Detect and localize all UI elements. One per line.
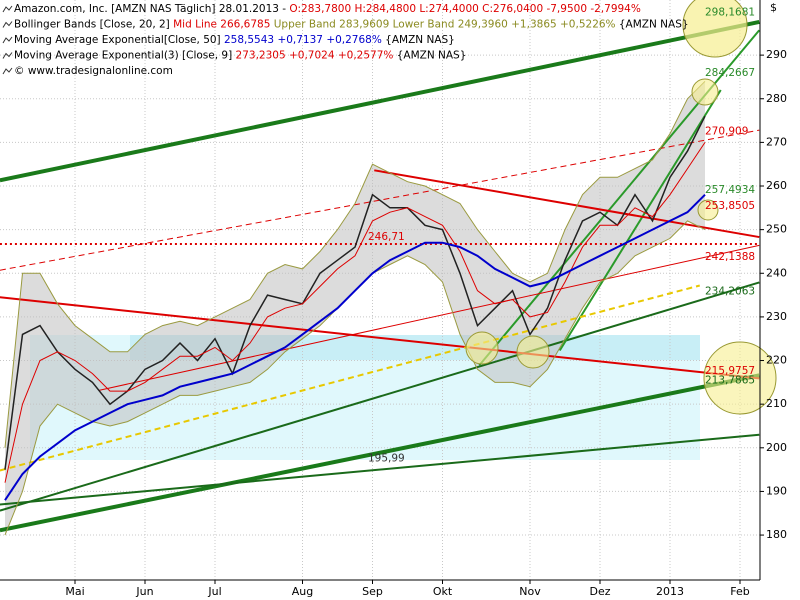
trend-line bbox=[0, 373, 760, 533]
price-label: 284,2667 bbox=[705, 67, 755, 79]
y-tick-label: 180 bbox=[766, 528, 787, 541]
series-line bbox=[4, 193, 706, 501]
legend-text: 273,2305 +0,7024 +0,2577% bbox=[236, 50, 397, 62]
legend-text: Moving Average Exponential[Close, 50] bbox=[14, 34, 224, 46]
trend-line bbox=[0, 296, 760, 380]
legend-icon bbox=[2, 21, 13, 28]
price-label: 215,9757 bbox=[705, 365, 755, 377]
x-tick-label: Okt bbox=[433, 585, 453, 598]
price-label: 246,71 bbox=[368, 231, 405, 243]
legend-text: Bollinger Bands [Close, 20, 2] bbox=[14, 19, 173, 31]
legend-text: {AMZN NAS} bbox=[385, 34, 455, 46]
legend-icon bbox=[2, 36, 13, 44]
y-tick-label: 210 bbox=[766, 397, 787, 410]
highlight-circle bbox=[697, 199, 719, 221]
legend-text: O:283,7800 H:284,4800 L:274,4000 C:276,0… bbox=[289, 3, 640, 15]
x-tick-label: Jul bbox=[207, 585, 221, 598]
legend-text: {AMZN NAS} bbox=[619, 19, 689, 31]
legend-icon bbox=[2, 5, 13, 13]
legend-text: 258,5543 +0,7137 +0,2768% bbox=[224, 34, 385, 46]
price-label: 213,7865 bbox=[705, 375, 755, 387]
legend-icon bbox=[2, 67, 13, 75]
legend-line: © www.tradesignalonline.com bbox=[14, 65, 173, 77]
y-tick-label: 250 bbox=[766, 223, 787, 236]
trend-line bbox=[0, 284, 701, 472]
legend-text: Upper Band 283,9609 Lower Band 249,3960 … bbox=[274, 19, 619, 31]
trend-line bbox=[0, 433, 760, 506]
series-line bbox=[4, 115, 706, 470]
band-fill bbox=[5, 81, 705, 536]
highlight-circle bbox=[703, 341, 777, 415]
legend-icon bbox=[2, 52, 13, 59]
legend-text: Moving Average Exponential(3) [Close, 9] bbox=[14, 50, 236, 62]
series-line bbox=[4, 142, 706, 483]
y-axis-label: $ bbox=[770, 1, 777, 14]
x-tick-label: Nov bbox=[519, 585, 541, 598]
legend-text: © www.tradesignalonline.com bbox=[14, 65, 173, 77]
price-label: 270,909 bbox=[705, 125, 748, 137]
highlight-circle bbox=[682, 0, 748, 58]
plot-area bbox=[0, 20, 760, 536]
legend-text: Amazon.com, Inc. [AMZN NAS Täglich] 28.0… bbox=[14, 3, 289, 15]
legend-text: Mid Line 266,6785 bbox=[173, 19, 274, 31]
trend-line bbox=[0, 129, 760, 271]
trend-line bbox=[0, 20, 760, 183]
price-label: 234,2063 bbox=[705, 286, 755, 298]
series-line bbox=[4, 80, 706, 448]
trend-line bbox=[558, 89, 722, 352]
annotations bbox=[465, 0, 777, 415]
highlight-circle bbox=[691, 78, 719, 106]
x-tick-label: 2013 bbox=[656, 585, 684, 598]
y-tick-label: 270 bbox=[766, 135, 787, 148]
price-label: 242,1388 bbox=[705, 251, 755, 263]
price-label: 253,8505 bbox=[705, 200, 755, 212]
y-tick-label: 260 bbox=[766, 179, 787, 192]
y-tick-label: 190 bbox=[766, 484, 787, 497]
x-tick-label: Aug bbox=[292, 585, 313, 598]
y-tick-label: 290 bbox=[766, 48, 787, 61]
y-tick-label: 220 bbox=[766, 354, 787, 367]
x-tick-label: Mai bbox=[65, 585, 84, 598]
legend-line: Amazon.com, Inc. [AMZN NAS Täglich] 28.0… bbox=[14, 3, 641, 15]
legend-line: Bollinger Bands [Close, 20, 2] Mid Line … bbox=[14, 19, 689, 31]
trend-line bbox=[374, 169, 760, 239]
highlight-circle bbox=[465, 331, 499, 365]
x-tick-label: Feb bbox=[730, 585, 749, 598]
y-tick-label: 240 bbox=[766, 266, 787, 279]
x-tick-label: Sep bbox=[362, 585, 383, 598]
highlight-circle bbox=[516, 335, 550, 369]
price-label: 195,99 bbox=[368, 452, 405, 464]
y-tick-label: 230 bbox=[766, 310, 787, 323]
legend-line: Moving Average Exponential[Close, 50] 25… bbox=[14, 34, 455, 46]
legend-line: Moving Average Exponential(3) [Close, 9]… bbox=[14, 50, 466, 62]
y-tick-label: 280 bbox=[766, 92, 787, 105]
trend-line bbox=[99, 244, 760, 391]
x-tick-label: Jun bbox=[135, 585, 153, 598]
price-label: 298,1681 bbox=[705, 6, 755, 18]
legend-text: {AMZN NAS} bbox=[397, 50, 467, 62]
x-tick-label: Dez bbox=[589, 585, 610, 598]
price-label: 257,4934 bbox=[705, 184, 755, 196]
trend-line bbox=[0, 281, 760, 512]
y-tick-label: 200 bbox=[766, 441, 787, 454]
